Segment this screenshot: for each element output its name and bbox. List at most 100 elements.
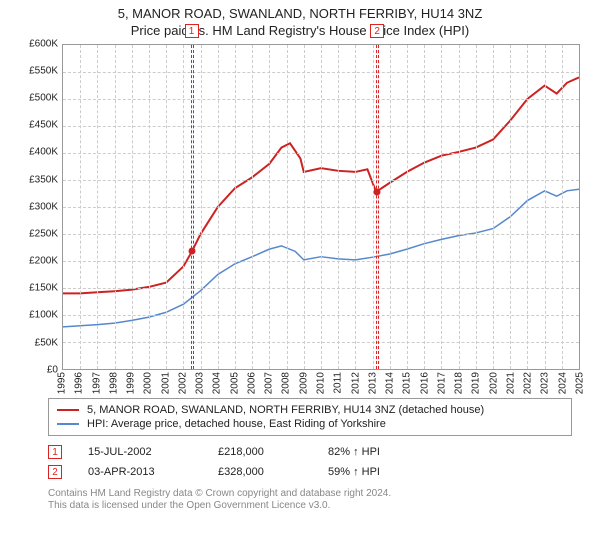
chart-area: £0£50K£100K£150K£200K£250K£300K£350K£400… — [20, 44, 580, 392]
x-gridline — [97, 45, 98, 369]
x-gridline — [562, 45, 563, 369]
x-tick-label: 2017 — [436, 372, 447, 394]
x-tick-label: 2002 — [177, 372, 188, 394]
x-gridline — [304, 45, 305, 369]
event-badge: 1 — [48, 445, 62, 459]
x-gridline — [132, 45, 133, 369]
legend-label: 5, MANOR ROAD, SWANLAND, NORTH FERRIBY, … — [87, 404, 484, 416]
x-tick-label: 2021 — [505, 372, 516, 394]
x-gridline — [201, 45, 202, 369]
x-tick-label: 2004 — [212, 372, 223, 394]
event-date: 15-JUL-2002 — [88, 446, 218, 458]
x-tick-label: 1997 — [91, 372, 102, 394]
x-tick-label: 1999 — [126, 372, 137, 394]
x-gridline — [441, 45, 442, 369]
footer-attribution: Contains HM Land Registry data © Crown c… — [48, 488, 572, 513]
plot-inner — [62, 44, 580, 370]
x-gridline — [166, 45, 167, 369]
y-tick-label: £550K — [29, 65, 58, 76]
title-line2: Price paid vs. HM Land Registry's House … — [10, 23, 590, 40]
x-axis: 1995199619971998199920002001200220032004… — [62, 370, 580, 392]
x-gridline — [218, 45, 219, 369]
x-gridline — [355, 45, 356, 369]
x-gridline — [476, 45, 477, 369]
x-tick-label: 2008 — [281, 372, 292, 394]
x-gridline — [80, 45, 81, 369]
x-gridline — [373, 45, 374, 369]
y-tick-label: £400K — [29, 147, 58, 158]
event-delta: 82% ↑ HPI — [328, 446, 572, 458]
y-tick-label: £450K — [29, 120, 58, 131]
x-tick-label: 2010 — [316, 372, 327, 394]
x-tick-label: 2000 — [143, 372, 154, 394]
x-tick-label: 2001 — [160, 372, 171, 394]
x-gridline — [183, 45, 184, 369]
event-price: £218,000 — [218, 446, 328, 458]
y-tick-label: £300K — [29, 201, 58, 212]
event-delta: 59% ↑ HPI — [328, 466, 572, 478]
event-marker-band — [191, 45, 194, 369]
x-gridline — [390, 45, 391, 369]
x-tick-label: 2019 — [471, 372, 482, 394]
y-tick-label: £500K — [29, 93, 58, 104]
x-gridline — [527, 45, 528, 369]
plot-region: 12 — [62, 44, 580, 370]
x-tick-label: 1998 — [108, 372, 119, 394]
x-tick-label: 2005 — [229, 372, 240, 394]
x-tick-label: 1996 — [74, 372, 85, 394]
footer-line2: This data is licensed under the Open Gov… — [48, 500, 572, 513]
y-tick-label: £350K — [29, 174, 58, 185]
x-tick-label: 2025 — [575, 372, 586, 394]
x-tick-label: 2024 — [557, 372, 568, 394]
legend-swatch — [57, 423, 79, 425]
event-date: 03-APR-2013 — [88, 466, 218, 478]
x-tick-label: 1995 — [57, 372, 68, 394]
x-tick-label: 2020 — [488, 372, 499, 394]
x-gridline — [287, 45, 288, 369]
x-tick-label: 2009 — [298, 372, 309, 394]
chart-title: 5, MANOR ROAD, SWANLAND, NORTH FERRIBY, … — [10, 6, 590, 40]
x-gridline — [338, 45, 339, 369]
legend: 5, MANOR ROAD, SWANLAND, NORTH FERRIBY, … — [48, 398, 572, 436]
x-tick-label: 2023 — [540, 372, 551, 394]
x-gridline — [235, 45, 236, 369]
x-tick-label: 2003 — [195, 372, 206, 394]
event-badge: 2 — [48, 465, 62, 479]
event-marker-label: 1 — [185, 24, 199, 38]
event-price: £328,000 — [218, 466, 328, 478]
x-gridline — [115, 45, 116, 369]
x-gridline — [269, 45, 270, 369]
event-row: 1 15-JUL-2002£218,00082% ↑ HPI — [48, 442, 572, 462]
title-line1: 5, MANOR ROAD, SWANLAND, NORTH FERRIBY, … — [10, 6, 590, 23]
x-tick-label: 2011 — [333, 372, 344, 394]
event-marker-dot — [373, 188, 380, 195]
x-tick-label: 2015 — [402, 372, 413, 394]
legend-label: HPI: Average price, detached house, East… — [87, 418, 386, 430]
y-tick-label: £200K — [29, 256, 58, 267]
x-tick-label: 2006 — [246, 372, 257, 394]
x-tick-label: 2013 — [367, 372, 378, 394]
x-tick-label: 2022 — [523, 372, 534, 394]
x-tick-label: 2007 — [264, 372, 275, 394]
legend-row: 5, MANOR ROAD, SWANLAND, NORTH FERRIBY, … — [57, 403, 563, 417]
event-marker-band — [376, 45, 379, 369]
x-gridline — [149, 45, 150, 369]
x-gridline — [407, 45, 408, 369]
events-list: 1 15-JUL-2002£218,00082% ↑ HPI 2 03-APR-201… — [48, 442, 572, 482]
x-gridline — [545, 45, 546, 369]
legend-swatch — [57, 409, 79, 411]
y-tick-label: £250K — [29, 228, 58, 239]
x-tick-label: 2018 — [454, 372, 465, 394]
y-tick-label: £50K — [35, 337, 58, 348]
legend-row: HPI: Average price, detached house, East… — [57, 417, 563, 431]
y-tick-label: £100K — [29, 310, 58, 321]
x-tick-label: 2016 — [419, 372, 430, 394]
footer-line1: Contains HM Land Registry data © Crown c… — [48, 488, 572, 501]
x-gridline — [321, 45, 322, 369]
event-marker-dot — [189, 248, 196, 255]
x-gridline — [424, 45, 425, 369]
x-tick-label: 2012 — [350, 372, 361, 394]
x-gridline — [493, 45, 494, 369]
x-tick-label: 2014 — [385, 372, 396, 394]
event-row: 2 03-APR-2013£328,00059% ↑ HPI — [48, 462, 572, 482]
